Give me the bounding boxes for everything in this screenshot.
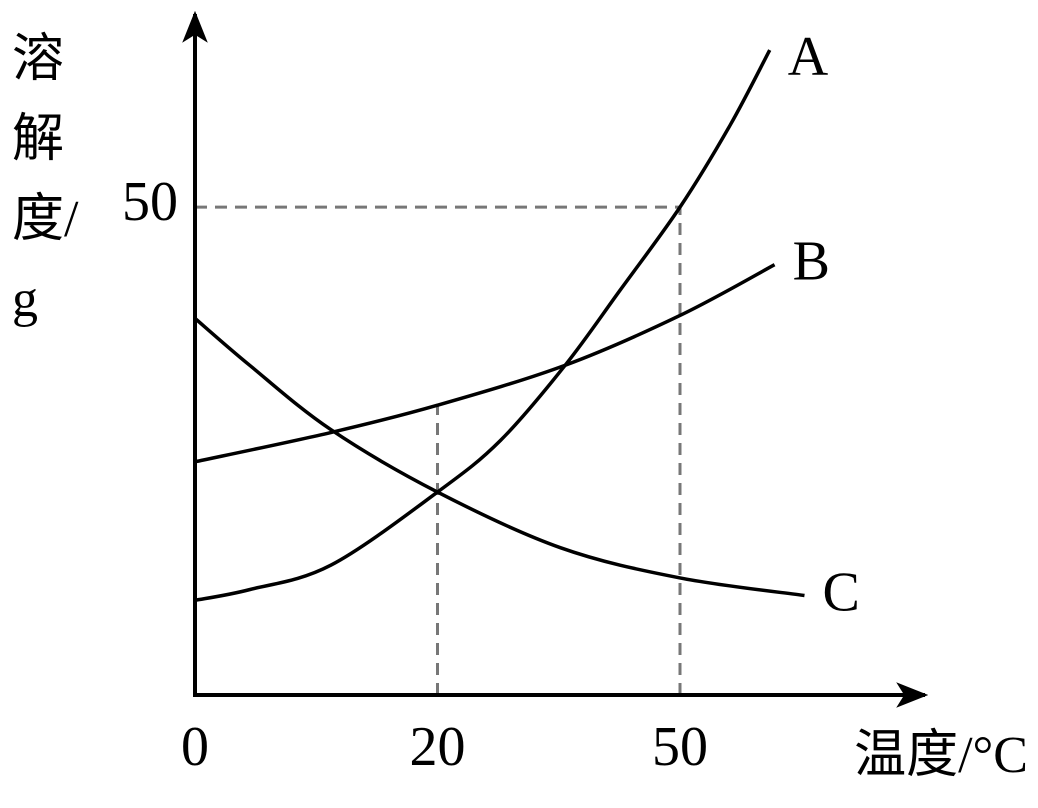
series-label: A	[788, 26, 829, 88]
y-axis-label: 溶解度/g	[12, 31, 79, 328]
x-tick-label: 50	[652, 716, 708, 778]
series-label: B	[793, 231, 830, 293]
y-tick-label: 50	[122, 171, 178, 233]
curve	[193, 317, 805, 598]
x-tick-label: 0	[181, 716, 209, 778]
curve	[194, 49, 772, 603]
series-label: C	[822, 561, 859, 623]
x-axis-label: 温度/°C	[854, 727, 1028, 784]
curve	[194, 263, 776, 464]
x-tick-label: 20	[410, 716, 466, 778]
